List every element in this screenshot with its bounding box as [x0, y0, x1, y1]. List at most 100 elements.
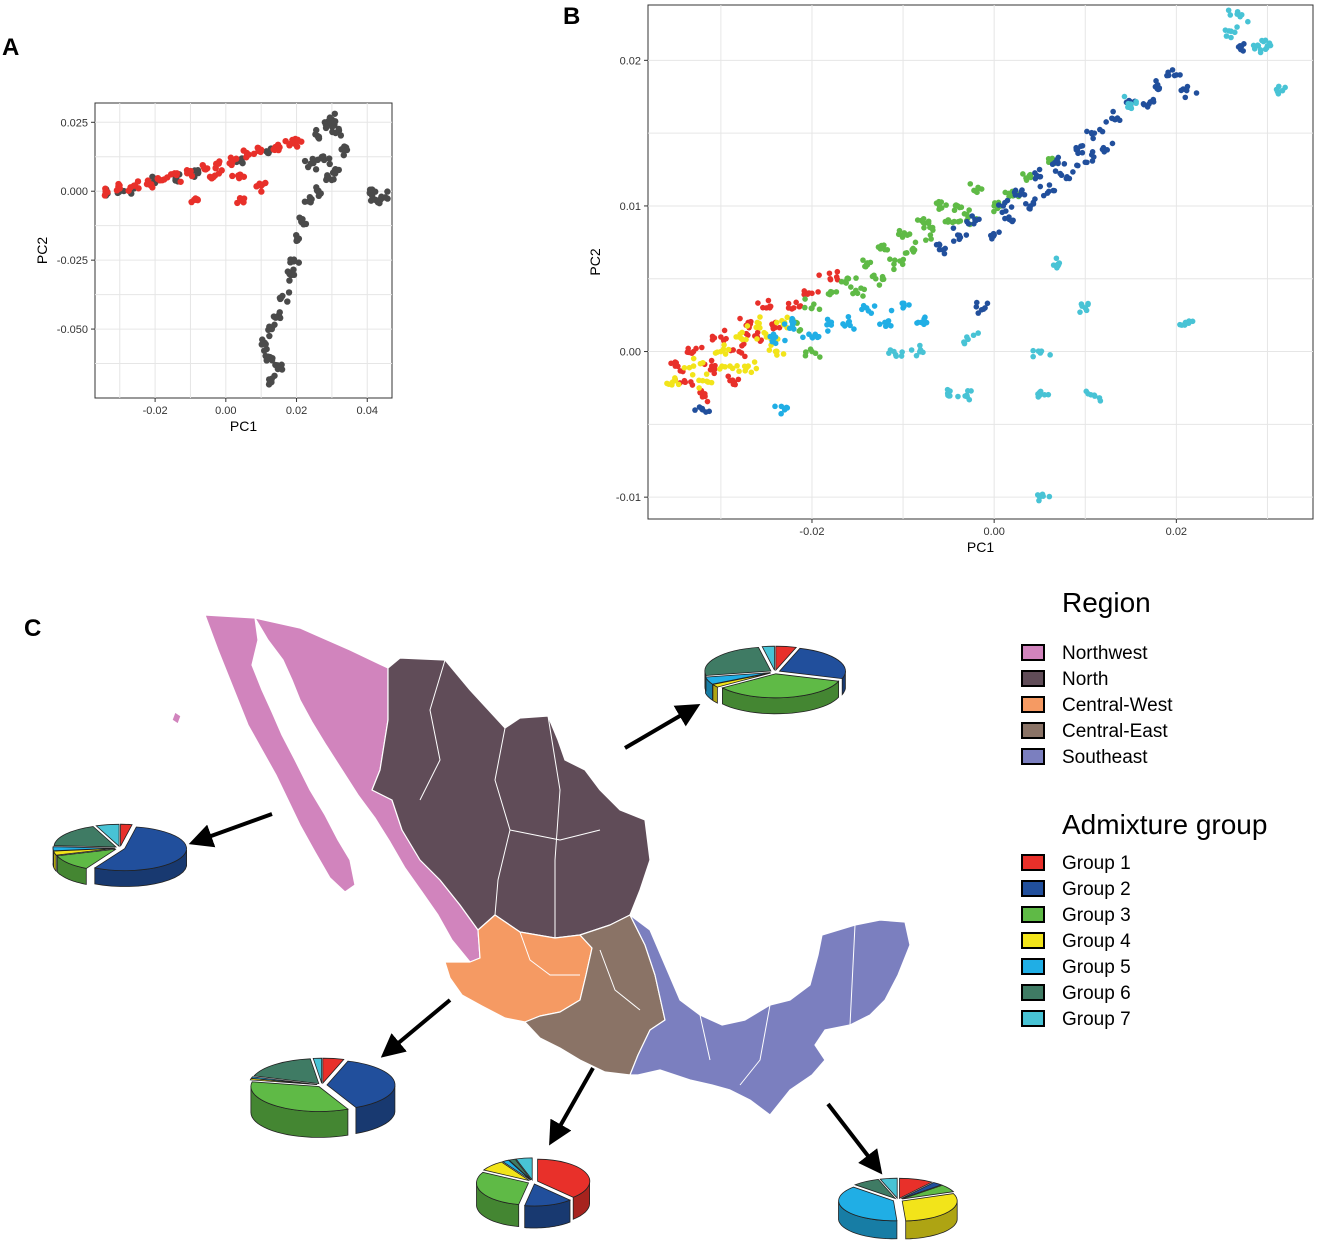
data-point — [266, 332, 273, 340]
pie-slice — [537, 1158, 591, 1198]
data-point — [904, 250, 910, 256]
legend-label: Group 7 — [1062, 1009, 1131, 1030]
data-point — [825, 328, 831, 334]
data-point — [888, 307, 895, 314]
legend-label: Group 1 — [1062, 853, 1131, 874]
legend-label: Northwest — [1062, 643, 1148, 664]
legend-swatch — [1021, 696, 1045, 713]
data-point — [1226, 28, 1232, 34]
data-point — [936, 206, 942, 213]
data-point — [772, 403, 778, 410]
pie-slice — [854, 1178, 897, 1200]
pie-slice — [93, 826, 187, 871]
data-point — [808, 305, 815, 312]
data-point — [796, 328, 803, 334]
data-point — [681, 364, 688, 371]
data-point — [1104, 147, 1110, 153]
data-point — [811, 301, 817, 307]
data-point — [938, 199, 945, 205]
data-point — [271, 321, 278, 328]
legend-swatch — [1021, 722, 1045, 739]
pie-charts — [52, 645, 958, 1240]
data-point — [101, 192, 109, 199]
data-point — [384, 188, 391, 195]
pca-plot-a: -0.02 0.00 0.02 0.04 0.025 0.000 -0.025 -0.050 P… — [34, 102, 393, 434]
data-point — [951, 218, 958, 225]
data-point — [928, 236, 934, 242]
data-point — [1021, 191, 1028, 198]
data-point — [304, 163, 312, 171]
data-point — [1037, 183, 1044, 190]
data-point — [1116, 117, 1123, 124]
data-point — [1282, 84, 1288, 91]
data-point — [675, 363, 681, 370]
data-point — [1184, 83, 1191, 90]
data-point — [338, 146, 345, 153]
data-point — [290, 266, 297, 273]
data-point — [1016, 192, 1023, 198]
data-point — [1085, 300, 1091, 307]
data-point — [290, 271, 298, 279]
pie-slice — [902, 1184, 955, 1200]
data-point — [669, 379, 676, 385]
data-point — [978, 307, 985, 313]
data-point — [871, 303, 878, 309]
data-point — [888, 322, 894, 329]
data-point — [774, 348, 780, 355]
data-point — [725, 346, 732, 353]
data-point — [677, 368, 684, 374]
data-point — [1055, 261, 1062, 268]
data-point — [933, 200, 940, 206]
data-point — [973, 299, 980, 306]
data-point — [1231, 29, 1238, 36]
data-point — [235, 174, 243, 182]
pie-slice — [120, 823, 133, 847]
data-point — [1050, 187, 1057, 194]
data-point — [1254, 42, 1261, 49]
data-point — [1046, 182, 1053, 188]
data-point — [1234, 24, 1240, 30]
data-point — [743, 365, 749, 372]
data-point — [861, 304, 868, 310]
data-point — [920, 215, 927, 222]
data-point — [1182, 94, 1189, 101]
pie-slice — [95, 823, 120, 848]
data-point — [966, 396, 973, 403]
data-point — [984, 300, 991, 307]
data-point — [891, 266, 897, 273]
data-point — [312, 166, 320, 173]
legend: Region Northwest North Central-West Central… — [1021, 587, 1267, 1030]
data-point — [1034, 492, 1041, 498]
data-point — [255, 147, 262, 155]
data-point — [760, 304, 766, 311]
data-point — [286, 277, 293, 284]
data-point — [1227, 12, 1234, 18]
data-point — [1096, 395, 1103, 401]
data-point — [277, 295, 284, 303]
data-point — [1089, 149, 1096, 155]
data-point — [781, 321, 788, 327]
map-island — [171, 711, 182, 725]
x-tick-label: 0.02 — [1166, 526, 1187, 538]
data-point — [770, 336, 776, 343]
data-point — [187, 167, 194, 175]
pie-chart — [838, 1177, 958, 1240]
data-point — [957, 234, 964, 241]
legend-regions: Northwest North Central-West Central-East So… — [1021, 643, 1173, 768]
legend-swatch — [1021, 1010, 1045, 1027]
data-point — [737, 331, 743, 337]
data-point — [703, 371, 710, 377]
panel-letter-b: B — [563, 3, 580, 30]
data-point — [847, 322, 853, 329]
data-point — [259, 336, 266, 343]
legend-swatch — [1021, 748, 1045, 765]
data-point — [697, 360, 704, 367]
data-point — [963, 232, 970, 238]
data-point — [708, 357, 715, 364]
data-point — [696, 385, 702, 391]
data-point — [921, 225, 927, 231]
data-point — [899, 300, 906, 307]
data-point — [753, 365, 760, 372]
map-region-baja — [204, 614, 356, 893]
